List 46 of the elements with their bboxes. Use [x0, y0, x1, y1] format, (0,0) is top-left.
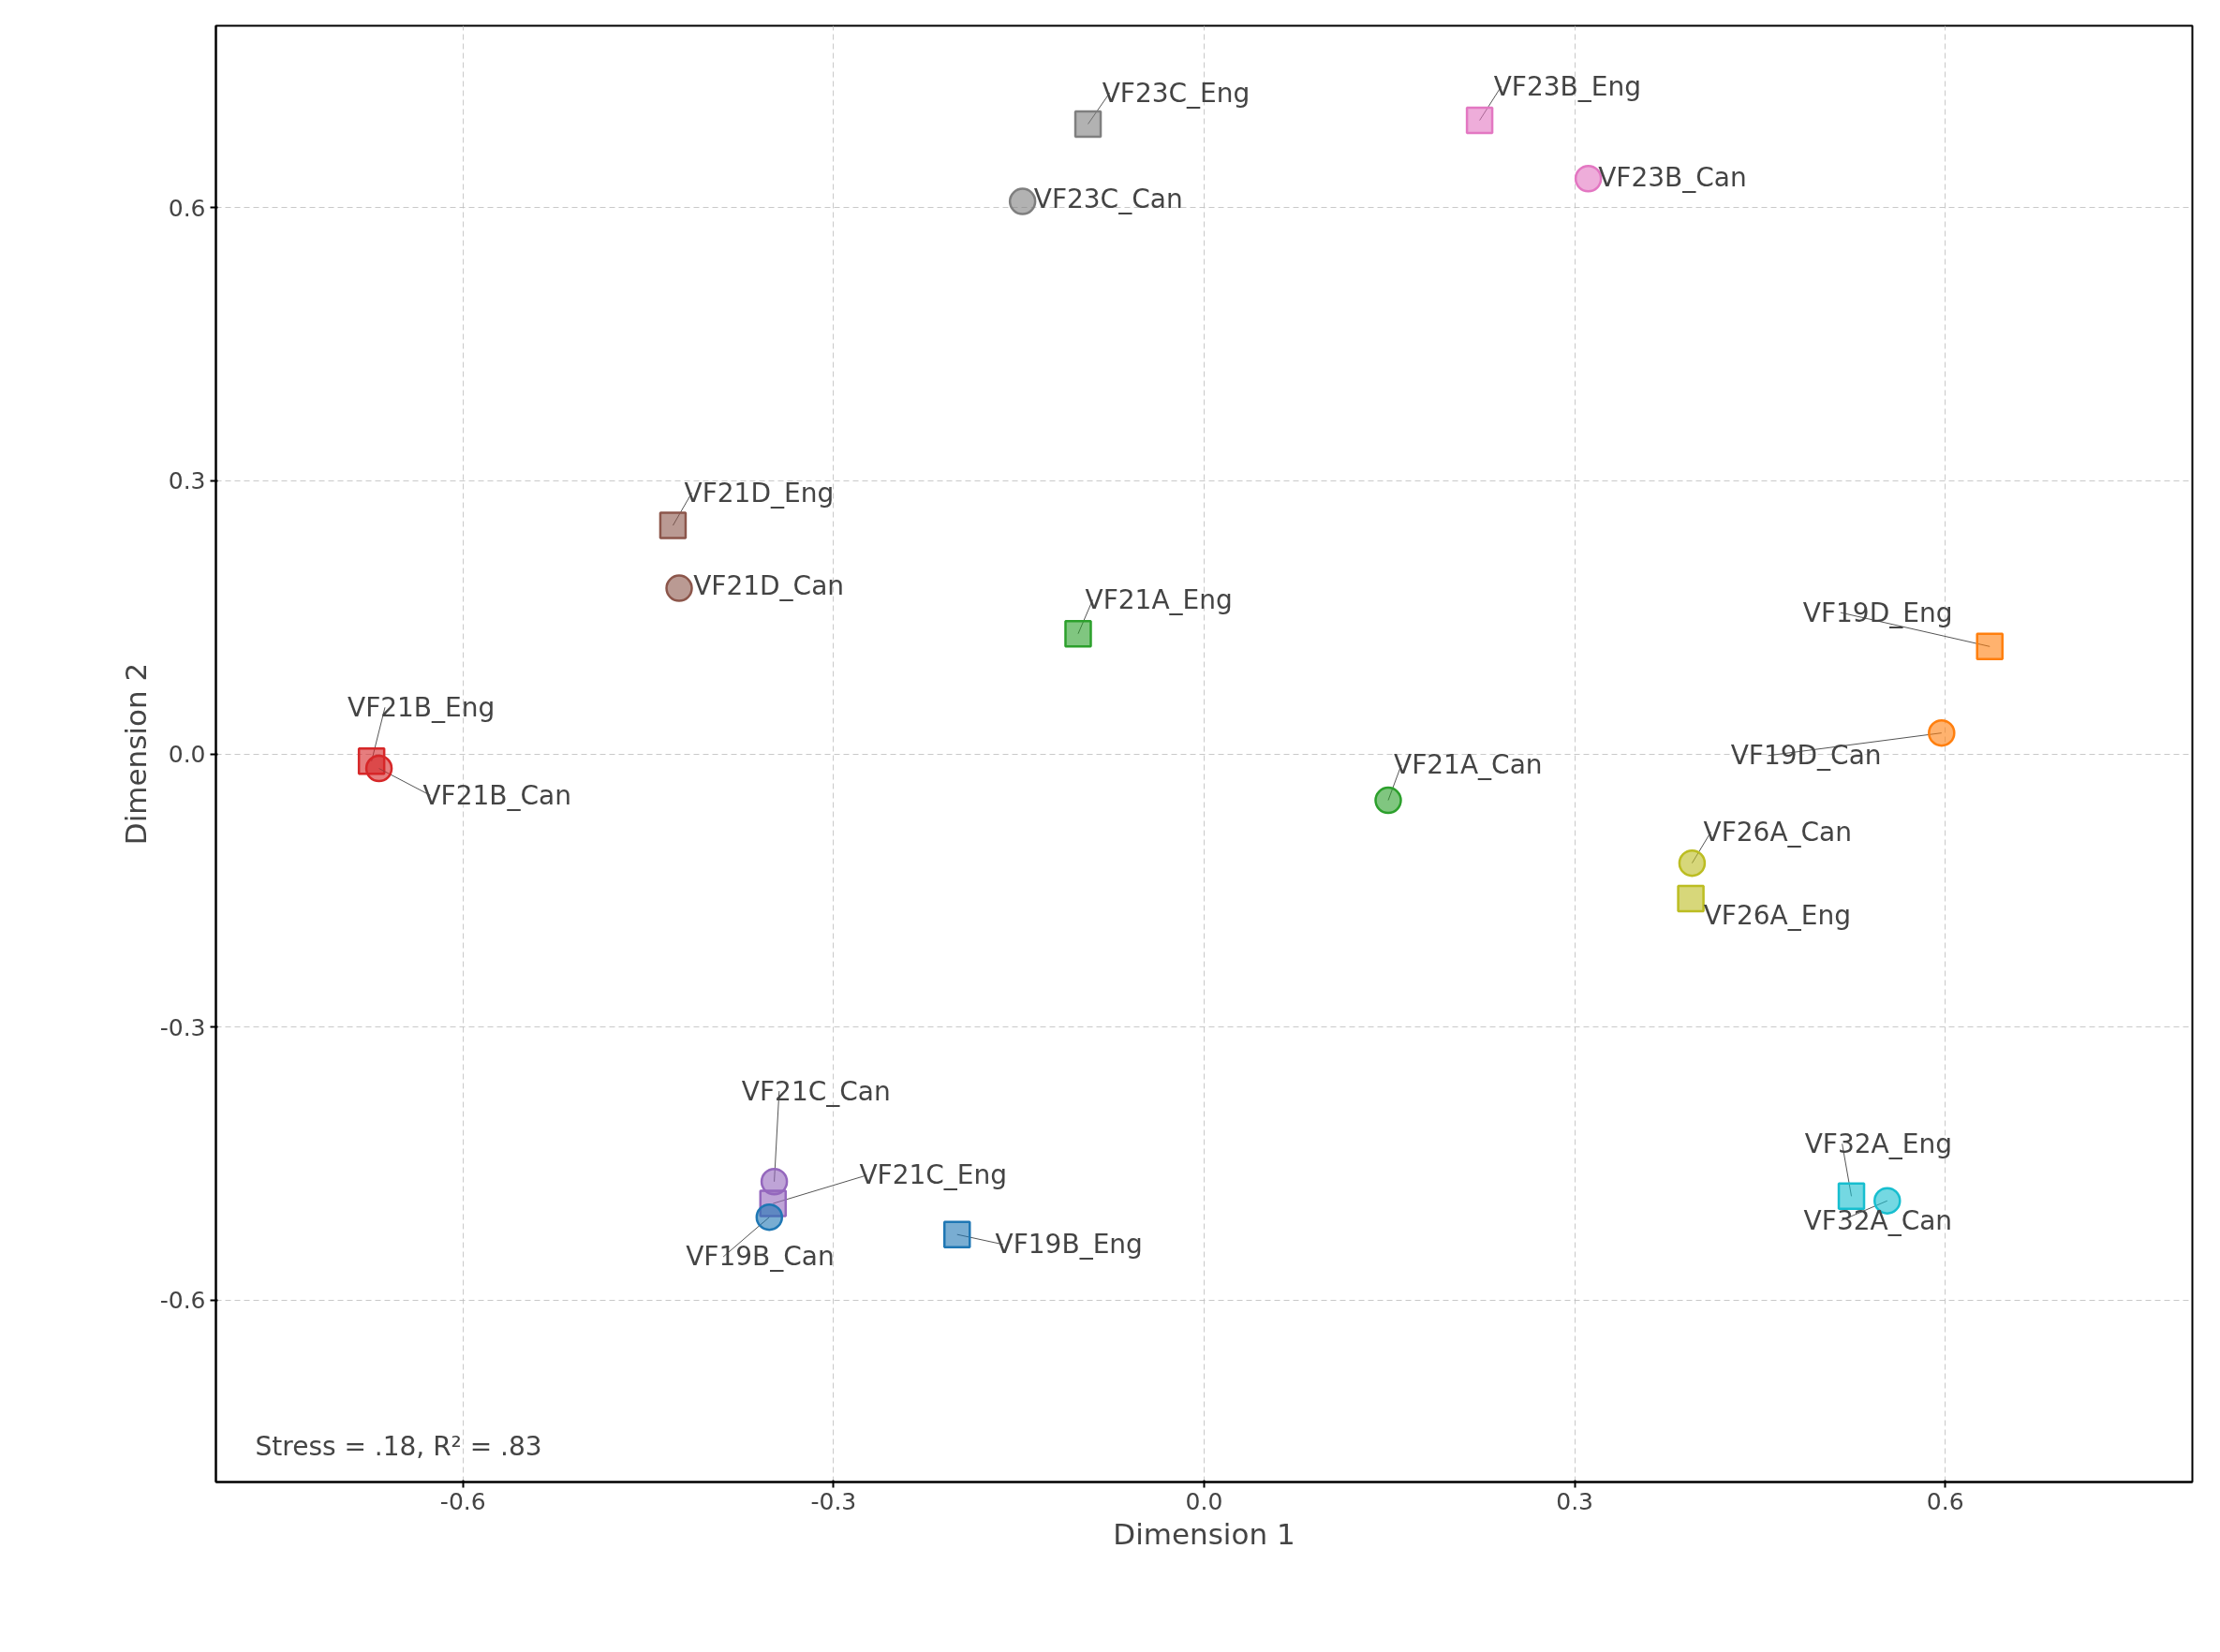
- y-tick-label: 0.0: [168, 741, 206, 768]
- point: [1465, 106, 1494, 135]
- point: [1064, 619, 1092, 648]
- y-tick-label: 0.3: [168, 467, 206, 495]
- x-tick-label: -0.6: [439, 1487, 486, 1515]
- point: [1678, 848, 1707, 878]
- series-label: VF23C_Can: [1033, 183, 1183, 214]
- series-label: VF19B_Eng: [995, 1229, 1143, 1261]
- point: [755, 1202, 784, 1232]
- y-tick-label: -0.6: [159, 1287, 206, 1315]
- x-tick-label: 0.3: [1556, 1487, 1594, 1515]
- series-label: VF21D_Eng: [684, 477, 835, 509]
- series-label: VF32A_Can: [1803, 1204, 1953, 1236]
- point: [665, 574, 693, 602]
- x-tick-label: 0.0: [1185, 1487, 1223, 1515]
- series-label: VF21A_Eng: [1085, 583, 1233, 615]
- point: [1837, 1182, 1866, 1211]
- y-tick-label: -0.3: [159, 1013, 206, 1041]
- series-label: VF19D_Can: [1730, 740, 1882, 772]
- x-axis-title: Dimension 1: [1113, 1516, 1295, 1551]
- series-label: VF21A_Can: [1394, 749, 1543, 781]
- x-tick-label: -0.3: [810, 1487, 857, 1515]
- series-label: VF26A_Eng: [1703, 900, 1851, 932]
- series-label: VF21B_Eng: [347, 691, 496, 723]
- point: [943, 1220, 971, 1248]
- annotation: Stress = .18, R² = .83: [255, 1430, 542, 1462]
- series-label: VF26A_Can: [1703, 816, 1852, 848]
- series-label: VF19D_Eng: [1802, 597, 1953, 628]
- point: [1677, 884, 1705, 913]
- point: [659, 511, 688, 539]
- y-axis-title: Dimension 2: [118, 662, 153, 846]
- series-label: VF32A_Eng: [1804, 1128, 1952, 1159]
- series-label: VF21B_Can: [422, 779, 571, 811]
- x-tick-label: 0.6: [1926, 1487, 1964, 1515]
- point: [1073, 110, 1103, 139]
- series-label: VF21D_Can: [693, 569, 845, 601]
- point: [1976, 632, 2004, 661]
- point: [1374, 786, 1402, 815]
- y-tick-label: 0.6: [168, 194, 206, 222]
- point: [1928, 718, 1956, 747]
- point: [364, 754, 393, 783]
- series-label: VF23B_Eng: [1493, 70, 1641, 102]
- text: VF21C_Eng: [859, 1159, 1008, 1191]
- series-label: VF23C_Eng: [1102, 77, 1251, 109]
- text: VF21C_Can: [741, 1075, 891, 1107]
- series-label: VF19B_Can: [686, 1241, 835, 1273]
